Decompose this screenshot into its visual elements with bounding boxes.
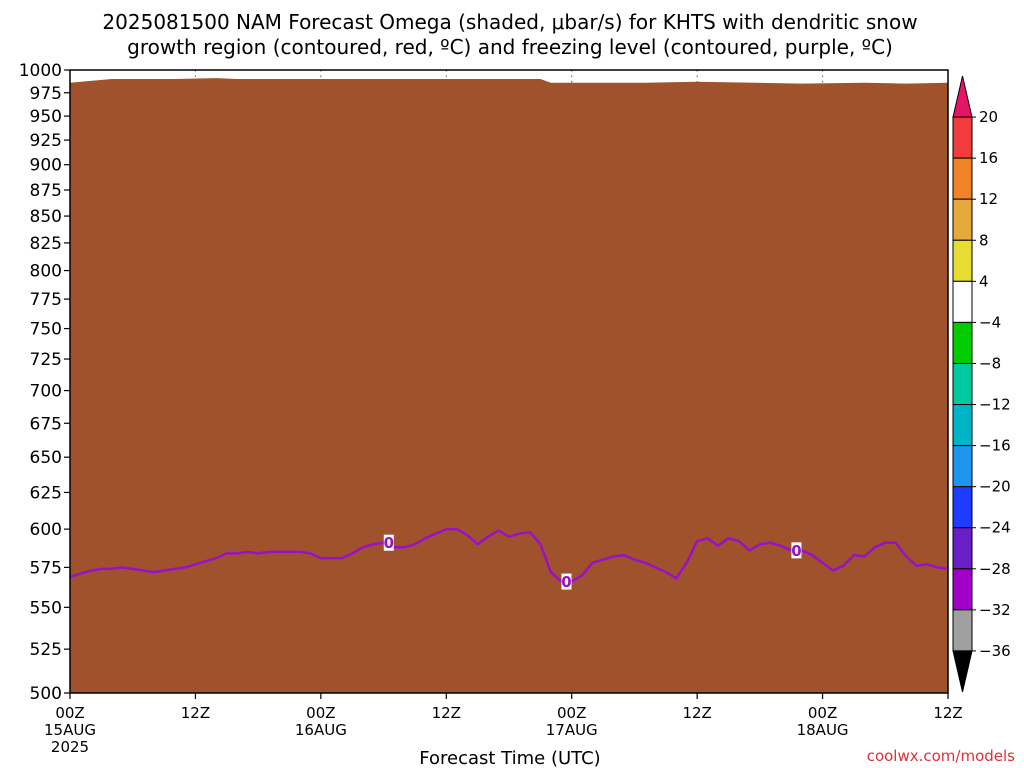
y-tick-label: 850 <box>30 207 62 227</box>
colorbar-segment <box>952 198 973 241</box>
colorbar-segment <box>952 157 973 200</box>
colorbar-segment <box>952 568 973 611</box>
colorbar-label: −20 <box>979 478 1011 496</box>
colorbar-label: −36 <box>979 642 1011 660</box>
terrain-surface <box>70 78 948 694</box>
colorbar-segment <box>952 321 973 364</box>
freezing-label-background <box>561 573 572 590</box>
colorbar-bottom-arrow <box>952 650 973 693</box>
colorbar-top-arrow <box>952 75 973 118</box>
chart-title-line-1: 2025081500 NAM Forecast Omega (shaded, μ… <box>102 10 917 34</box>
colorbar-segment <box>952 362 973 406</box>
freezing-level-contour-label: 0 <box>561 573 571 591</box>
y-tick-label: 600 <box>30 520 62 540</box>
colorbar-label: −4 <box>979 313 1001 331</box>
y-tick-label: 825 <box>30 234 62 254</box>
freezing-label-background <box>791 542 802 559</box>
x-tick-date-label: 15AUG <box>44 721 96 739</box>
x-tick-time-label: 12Z <box>682 704 711 722</box>
y-tick-label: 925 <box>30 131 62 151</box>
x-tick-time-label: 00Z <box>306 704 335 722</box>
y-tick-label: 550 <box>30 598 62 618</box>
y-tick-label: 500 <box>30 684 62 704</box>
colorbar-label: 12 <box>979 190 998 208</box>
x-tick-time-label: 00Z <box>557 704 586 722</box>
colorbar-label: −28 <box>979 560 1011 578</box>
colorbar-label: 16 <box>979 149 998 167</box>
colorbar-segment <box>952 404 973 447</box>
colorbar-segment <box>952 280 973 323</box>
colorbar-segment <box>952 239 973 282</box>
y-tick-label: 900 <box>30 156 62 176</box>
y-tick-label: 725 <box>30 350 62 370</box>
y-tick-label: 1000 <box>19 61 62 81</box>
y-tick-label: 775 <box>30 290 62 310</box>
x-tick-time-label: 12Z <box>432 704 461 722</box>
freezing-label-background <box>383 534 394 551</box>
omega-colorbar: 20 16 12 8 4 −4 −8 −12 −16 −20 −24 −28 −32 −36 <box>952 75 1011 693</box>
colorbar-label: −12 <box>979 396 1011 414</box>
colorbar-segment <box>952 609 973 652</box>
y-tick-label: 575 <box>30 558 62 578</box>
plot-frame <box>69 69 949 694</box>
colorbar-label: 8 <box>979 231 989 249</box>
credit-text: coolwx.com/models <box>867 747 1015 765</box>
y-tick-label: 750 <box>30 320 62 340</box>
y-tick-label: 650 <box>30 448 62 468</box>
colorbar-label: 4 <box>979 272 989 290</box>
colorbar-label: −32 <box>979 601 1011 619</box>
x-tick-date-label: 17AUG <box>546 721 598 739</box>
colorbar-segment <box>952 486 973 529</box>
colorbar-segment <box>952 527 973 570</box>
colorbar-label: −24 <box>979 519 1011 537</box>
y-tick-label: 625 <box>30 483 62 503</box>
x-tick-time-label: 00Z <box>55 704 84 722</box>
chart-title-line-2: growth region (contoured, red, ºC) and f… <box>127 35 893 59</box>
x-tick-date-label: 16AUG <box>295 721 347 739</box>
x-tick-year-label: 2025 <box>51 738 89 756</box>
freezing-level-contour: 0 0 0 <box>69 527 949 591</box>
y-tick-label: 975 <box>30 84 62 104</box>
colorbar-label: −16 <box>979 437 1011 455</box>
freezing-level-line <box>69 527 949 583</box>
y-tick-label: 675 <box>30 414 62 434</box>
x-axis-label: Forecast Time (UTC) <box>419 748 600 768</box>
x-tick-time-label: 12Z <box>933 704 962 722</box>
colorbar-segment <box>952 445 973 488</box>
y-tick-label: 525 <box>30 640 62 660</box>
colorbar-label: 20 <box>979 108 998 126</box>
freezing-level-contour-label: 0 <box>384 534 394 552</box>
freezing-level-contour-label: 0 <box>791 542 801 560</box>
y-tick-label: 950 <box>30 107 62 127</box>
x-tick-time-label: 00Z <box>808 704 837 722</box>
x-tick-date-label: 18AUG <box>797 721 849 739</box>
y-tick-label: 800 <box>30 262 62 282</box>
y-axis-ticks: 500 525 550 575 600 625 650 675 700 725 750 775 800 8… <box>19 61 70 704</box>
y-tick-label: 875 <box>30 181 62 201</box>
x-tick-time-label: 12Z <box>181 704 210 722</box>
terrain-fill <box>70 78 948 694</box>
y-tick-label: 700 <box>30 382 62 402</box>
colorbar-label: −8 <box>979 354 1001 372</box>
colorbar-segment <box>952 116 973 159</box>
